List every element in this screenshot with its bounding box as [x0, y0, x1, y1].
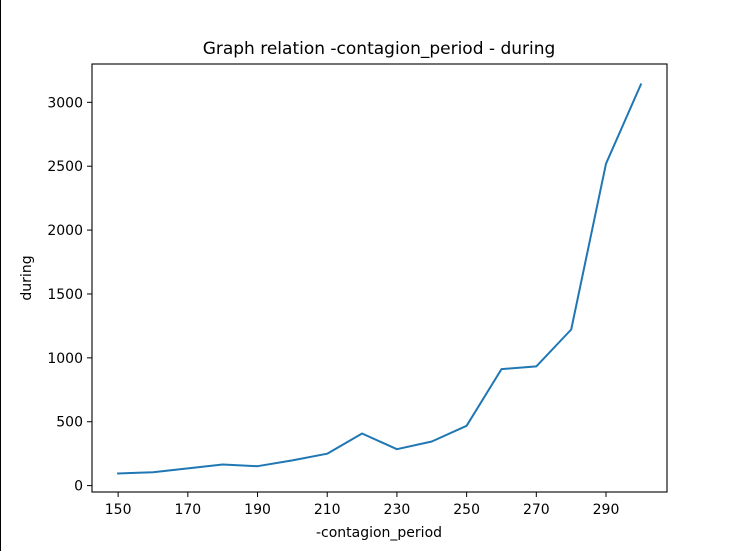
x-tick-label: 270: [523, 502, 550, 518]
x-tick-label: 210: [314, 502, 341, 518]
y-tick-label: 1000: [47, 351, 83, 367]
y-tick-label: 2500: [47, 159, 83, 175]
y-tick-label: 2000: [47, 223, 83, 239]
plot-area-frame: [91, 63, 668, 493]
chart-title: Graph relation -contagion_period - durin…: [203, 39, 556, 59]
x-tick-label: 190: [244, 502, 271, 518]
y-tick-label: 1500: [47, 287, 83, 303]
y-tick-label: 0: [74, 479, 83, 495]
series-line: [117, 83, 643, 475]
y-tick-label: 3000: [47, 95, 83, 111]
x-tick-label: 290: [593, 502, 620, 518]
x-axis-label: -contagion_period: [316, 525, 442, 541]
x-tick-label: 150: [105, 502, 132, 518]
y-axis-label: during: [19, 255, 35, 300]
y-tick-label: 500: [56, 415, 83, 431]
window-left-edge: [0, 0, 1, 551]
x-tick-label: 170: [174, 502, 201, 518]
x-tick-label: 250: [453, 502, 480, 518]
x-tick-label: 230: [384, 502, 411, 518]
